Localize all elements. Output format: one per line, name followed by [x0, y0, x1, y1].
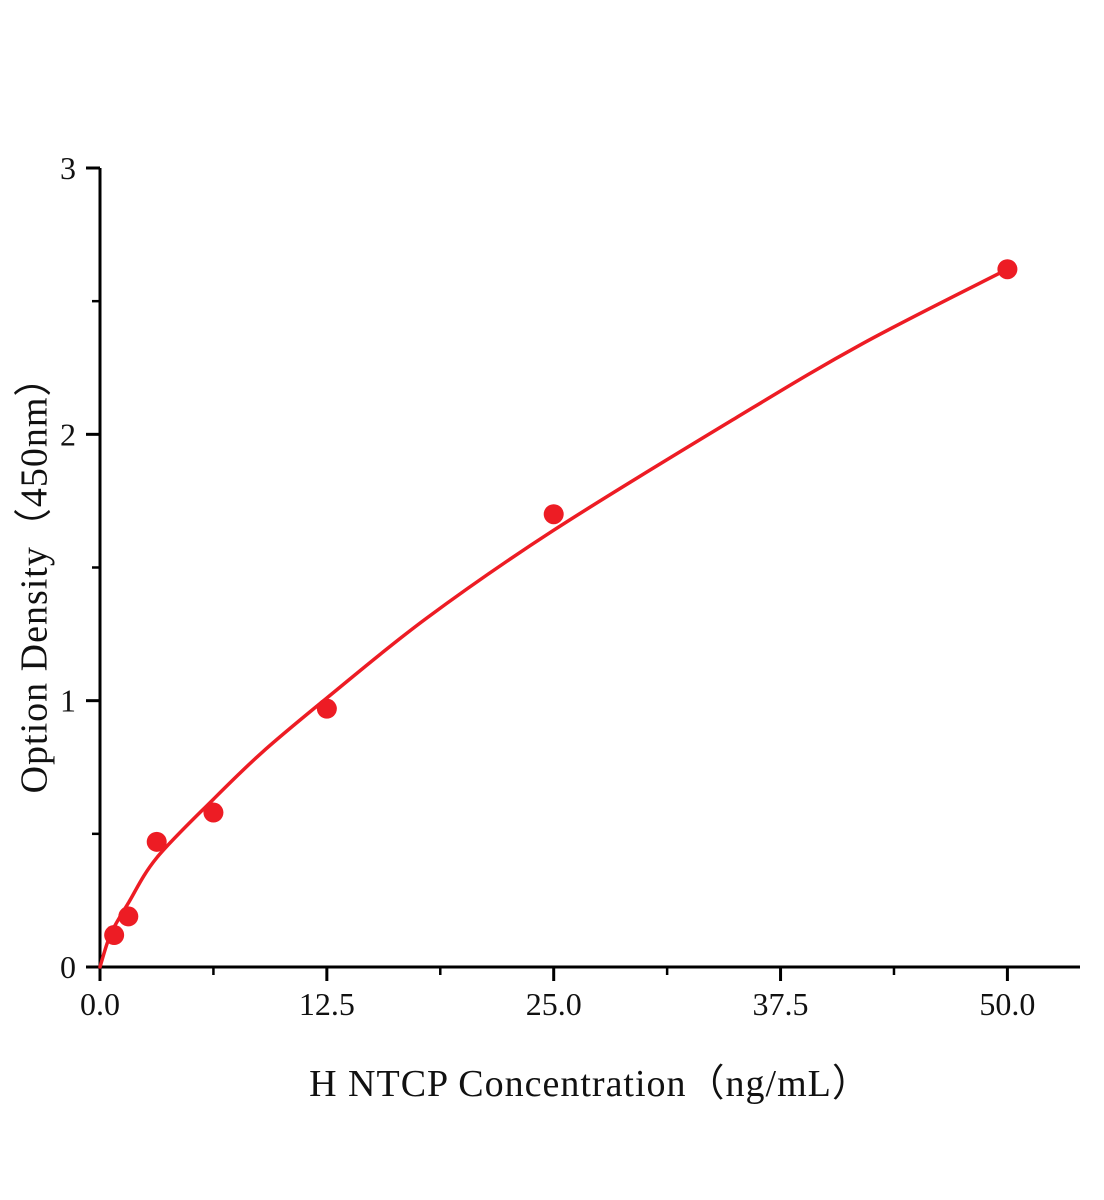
x-tick-label: 12.5	[299, 986, 355, 1022]
y-tick-label: 2	[60, 416, 76, 452]
fit-curve	[98, 267, 1010, 969]
data-point	[118, 906, 139, 927]
data-point	[146, 831, 167, 852]
data-point	[104, 925, 125, 946]
x-tick-label: 37.5	[753, 986, 809, 1022]
y-axis-title: Option Density（450nm）	[13, 357, 56, 794]
data-point	[543, 504, 564, 525]
x-tick-label: 50.0	[979, 986, 1035, 1022]
data-point	[997, 259, 1018, 280]
y-tick-label: 0	[60, 949, 76, 985]
x-axis-title: H NTCP Concentration（ng/mL）	[309, 1063, 871, 1105]
y-tick-label: 3	[60, 150, 76, 186]
x-tick-label: 0.0	[80, 986, 120, 1022]
data-point	[203, 802, 224, 823]
y-tick-label: 1	[60, 683, 76, 719]
x-tick-label: 25.0	[526, 986, 582, 1022]
data-point	[316, 698, 337, 719]
